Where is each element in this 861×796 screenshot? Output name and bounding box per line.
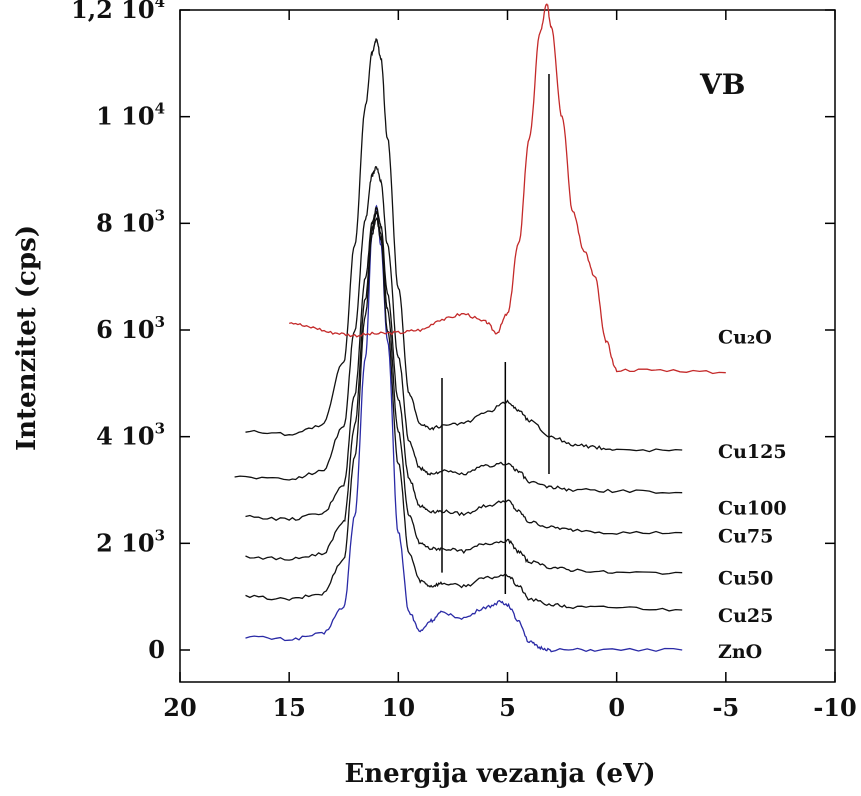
y-tick-label: 1,2 104 — [71, 0, 165, 24]
y-axis: 0 2 103 4 103 6 103 8 103 1 104 1,2 104 — [71, 0, 835, 664]
series-labels: ZnO Cu25 Cu50 Cu75 Cu100 Cu125 Cu₂O — [718, 326, 787, 663]
x-axis: 20 15 10 5 0 -5 -10 — [163, 10, 857, 722]
x-tick-label: 20 — [163, 693, 196, 722]
x-tick-label: 5 — [499, 693, 516, 722]
y-axis-title: Intenzitet (cps) — [12, 225, 42, 451]
reference-lines — [441, 74, 550, 594]
y-tick-label: 6 103 — [96, 313, 165, 344]
series-label-cu-o: Cu₂O — [718, 326, 772, 348]
series-label-cu100: Cu100 — [718, 498, 787, 520]
series-line-cu125 — [245, 38, 683, 453]
series-line-zno — [245, 204, 683, 653]
series-label-cu75: Cu75 — [718, 526, 773, 548]
series-lines — [234, 3, 726, 653]
x-tick-label: -10 — [813, 693, 856, 722]
y-tick-label: 4 103 — [96, 420, 165, 451]
y-tick-label: 2 103 — [96, 526, 165, 557]
series-line-cu100 — [234, 166, 683, 494]
x-tick-label: 0 — [608, 693, 625, 722]
y-tick-label: 8 103 — [96, 206, 165, 237]
x-tick-label: 10 — [382, 693, 415, 722]
panel-label: VB — [699, 68, 745, 101]
series-line-cu50 — [245, 210, 683, 575]
series-line-cu75 — [245, 206, 683, 535]
series-line-cu-o — [289, 3, 726, 375]
x-tick-label: 15 — [272, 693, 305, 722]
y-tick-label: 1 104 — [96, 100, 165, 131]
series-line-cu25 — [245, 217, 683, 612]
series-label-cu25: Cu25 — [718, 605, 773, 627]
series-label-zno: ZnO — [718, 641, 762, 663]
series-label-cu125: Cu125 — [718, 441, 787, 463]
y-tick-label: 0 — [148, 635, 165, 664]
x-tick-label: -5 — [712, 693, 739, 722]
x-axis-title: Energija vezanja (eV) — [344, 759, 655, 789]
series-label-cu50: Cu50 — [718, 568, 773, 590]
